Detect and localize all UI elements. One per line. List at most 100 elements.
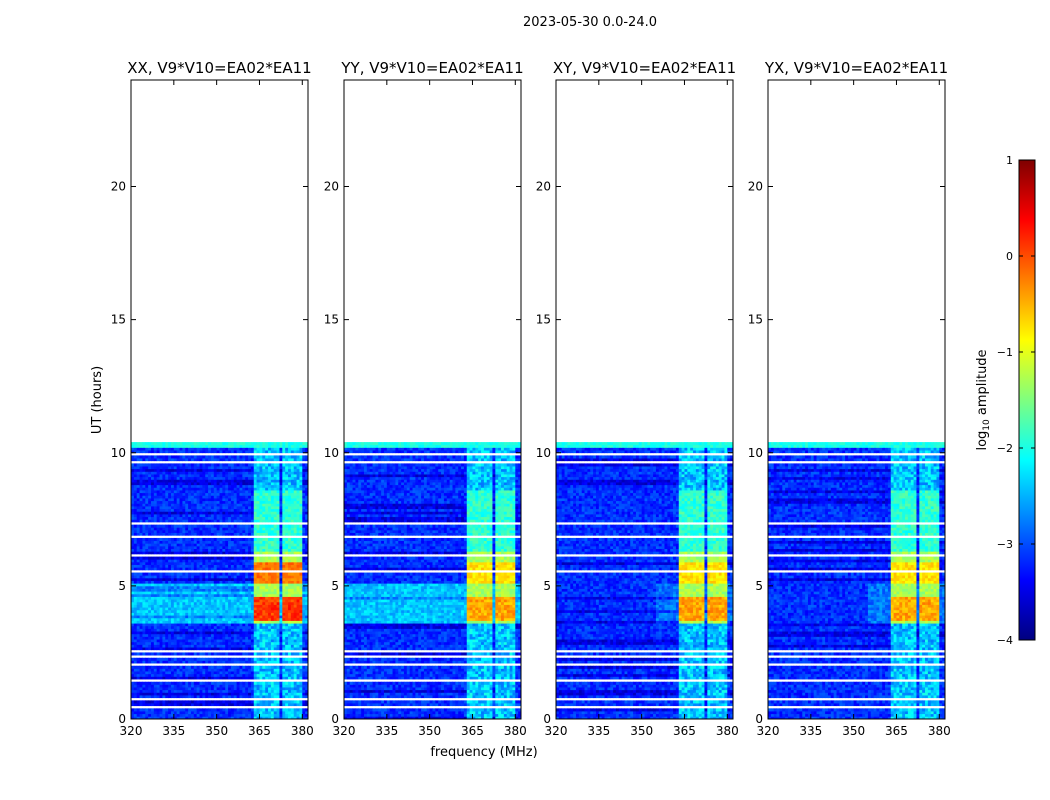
heatmap-cell xyxy=(259,658,262,661)
heatmap-cell xyxy=(234,647,237,650)
heatmap-cell xyxy=(182,639,185,642)
heatmap-cell xyxy=(205,618,208,621)
heatmap-cell xyxy=(265,708,268,711)
heatmap-cell xyxy=(160,623,163,626)
heatmap-cell xyxy=(251,658,254,661)
heatmap-cell xyxy=(205,692,208,695)
heatmap-cell xyxy=(239,671,242,674)
heatmap-cell xyxy=(268,636,271,639)
heatmap-cell xyxy=(211,684,214,687)
heatmap-cell xyxy=(205,684,208,687)
heatmap-cell xyxy=(162,623,165,626)
heatmap-cell xyxy=(160,631,163,634)
heatmap-cell xyxy=(191,613,194,616)
heatmap-cell xyxy=(285,658,288,661)
heatmap-cell xyxy=(200,666,203,669)
heatmap-cell xyxy=(282,660,285,663)
heatmap-cell xyxy=(259,708,262,711)
heatmap-cell xyxy=(142,610,145,613)
heatmap-cell xyxy=(245,615,248,618)
heatmap-cell xyxy=(202,605,205,608)
heatmap-cell xyxy=(165,610,168,613)
heatmap-cell xyxy=(197,695,200,698)
heatmap-cell xyxy=(237,671,240,674)
heatmap-cell xyxy=(134,605,137,608)
heatmap-cell xyxy=(268,687,271,690)
heatmap-cell xyxy=(202,623,205,626)
heatmap-cell xyxy=(202,690,205,693)
heatmap-cell xyxy=(285,690,288,693)
heatmap-cell xyxy=(185,626,188,629)
heatmap-cell xyxy=(177,660,180,663)
heatmap-cell xyxy=(220,687,223,690)
heatmap-cell xyxy=(200,711,203,714)
heatmap-cell xyxy=(220,605,223,608)
heatmap-cell xyxy=(180,647,183,650)
heatmap-cell xyxy=(165,682,168,685)
heatmap-cell xyxy=(208,647,211,650)
heatmap-cell xyxy=(142,703,145,706)
heatmap-cell xyxy=(142,666,145,669)
heatmap-cell xyxy=(188,708,191,711)
heatmap-cell xyxy=(268,639,271,642)
heatmap-cell xyxy=(282,607,285,610)
heatmap-cell xyxy=(268,613,271,616)
heatmap-cell xyxy=(231,666,234,669)
heatmap-cell xyxy=(251,690,254,693)
heatmap-cell xyxy=(285,642,288,645)
heatmap-cell xyxy=(271,676,274,679)
heatmap-cell xyxy=(245,660,248,663)
heatmap-cell xyxy=(140,628,143,631)
heatmap-cell xyxy=(259,684,262,687)
heatmap-cell xyxy=(134,711,137,714)
heatmap-cell xyxy=(248,711,251,714)
heatmap-cell xyxy=(259,642,262,645)
heatmap-cell xyxy=(162,613,165,616)
heatmap-cell xyxy=(162,660,165,663)
heatmap-cell xyxy=(291,623,294,626)
heatmap-cell xyxy=(191,618,194,621)
heatmap-cell xyxy=(234,660,237,663)
heatmap-cell xyxy=(294,668,297,671)
heatmap-cell xyxy=(234,687,237,690)
heatmap-cell xyxy=(222,692,225,695)
heatmap-cell xyxy=(288,642,291,645)
heatmap-cell xyxy=(160,690,163,693)
heatmap-cell xyxy=(171,636,174,639)
heatmap-cell xyxy=(220,652,223,655)
heatmap-cell xyxy=(220,703,223,706)
heatmap-cell xyxy=(299,676,302,679)
heatmap-cell xyxy=(251,605,254,608)
heatmap-cell xyxy=(157,658,160,661)
heatmap-cell xyxy=(222,615,225,618)
heatmap-cell xyxy=(182,690,185,693)
heatmap-cell xyxy=(277,615,280,618)
heatmap-cell xyxy=(302,684,305,687)
heatmap-cell xyxy=(254,690,257,693)
heatmap-cell xyxy=(302,658,305,661)
heatmap-cell xyxy=(177,642,180,645)
heatmap-cell xyxy=(154,626,157,629)
heatmap-cell xyxy=(168,626,171,629)
heatmap-cell xyxy=(202,610,205,613)
heatmap-cell xyxy=(162,703,165,706)
heatmap-cell xyxy=(288,620,291,623)
heatmap-cell xyxy=(200,623,203,626)
heatmap-cell xyxy=(154,607,157,610)
heatmap-cell xyxy=(222,642,225,645)
heatmap-cell xyxy=(177,684,180,687)
heatmap-cell xyxy=(202,639,205,642)
heatmap-cell xyxy=(134,660,137,663)
heatmap-cell xyxy=(228,682,231,685)
heatmap-cell xyxy=(191,644,194,647)
heatmap-cell xyxy=(211,666,214,669)
heatmap-cell xyxy=(225,620,228,623)
heatmap-cell xyxy=(262,692,265,695)
heatmap-cell xyxy=(200,644,203,647)
heatmap-cell xyxy=(185,647,188,650)
heatmap-cell xyxy=(200,671,203,674)
heatmap-cell xyxy=(274,682,277,685)
heatmap-cell xyxy=(299,666,302,669)
heatmap-cell xyxy=(185,642,188,645)
heatmap-cell xyxy=(174,692,177,695)
